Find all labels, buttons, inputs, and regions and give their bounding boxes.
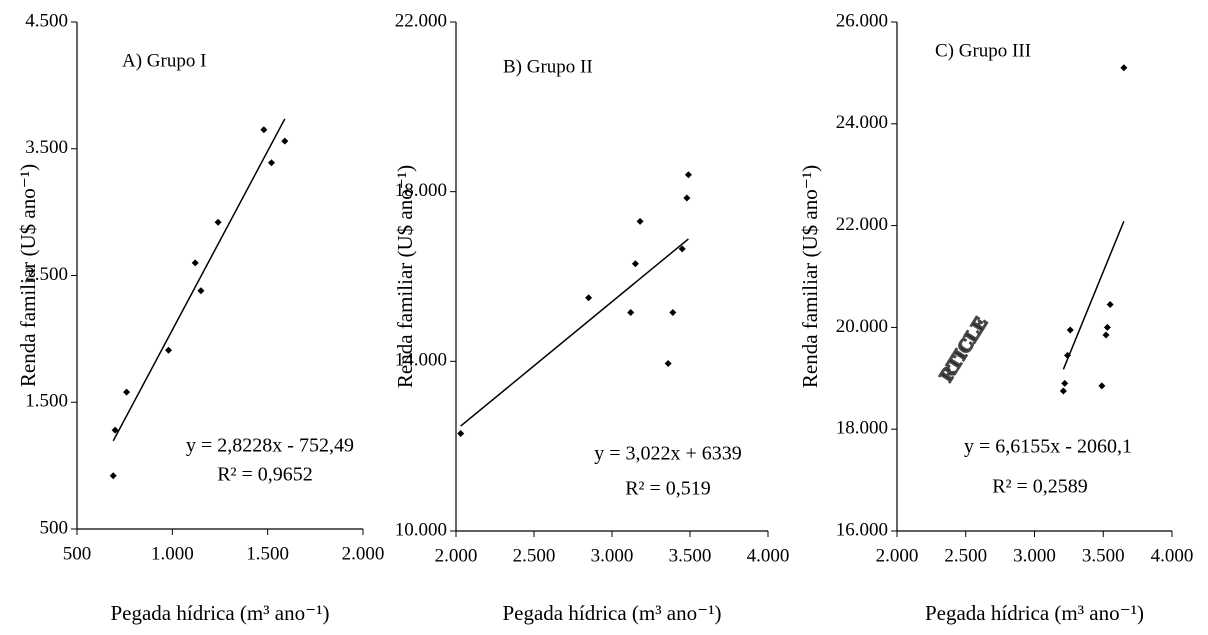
- x-tick-label: 3.500: [669, 545, 712, 566]
- x-axis-title: Pegada hídrica (m³ ano⁻¹): [502, 601, 721, 625]
- x-tick-label: 4.000: [747, 545, 790, 566]
- x-tick-label: 2.000: [876, 545, 919, 566]
- annotation: y = 3,022x + 6339: [594, 443, 742, 465]
- data-point: [636, 217, 644, 225]
- x-tick-label: 4.000: [1151, 545, 1194, 566]
- watermark: RTICLE: [936, 313, 992, 385]
- data-point: [1061, 379, 1069, 387]
- x-tick-label: 3.500: [1082, 545, 1125, 566]
- x-tick-label: 1.000: [151, 543, 194, 564]
- panel-title: C) Grupo III: [935, 40, 1031, 61]
- data-point: [683, 194, 691, 202]
- data-point: [631, 260, 639, 268]
- y-axis-title: Renda familiar (U$ ano⁻¹): [393, 165, 417, 388]
- annotation: R² = 0,519: [625, 478, 711, 500]
- data-point: [281, 137, 289, 145]
- y-tick-label: 24.000: [836, 112, 888, 133]
- data-point: [1106, 300, 1114, 308]
- y-tick-label: 2.500: [25, 264, 68, 285]
- y-tick-label: 3.500: [25, 137, 68, 158]
- data-point: [1103, 323, 1111, 331]
- x-tick-label: 2.500: [944, 545, 987, 566]
- y-tick-label: 22.000: [395, 10, 447, 31]
- trendline: [460, 238, 689, 427]
- x-tick-label: 3.000: [1013, 545, 1056, 566]
- y-tick-label: 18.000: [836, 418, 888, 439]
- data-point: [1066, 326, 1074, 334]
- data-point: [197, 287, 205, 295]
- data-point: [585, 294, 593, 302]
- y-axis-title: Renda familiar (U$ ano⁻¹): [16, 164, 40, 387]
- annotation: y = 2,8228x - 752,49: [186, 435, 354, 457]
- x-tick-label: 500: [63, 543, 92, 564]
- y-tick-label: 14.000: [395, 350, 447, 371]
- y-tick-label: 500: [40, 517, 69, 538]
- data-point: [111, 426, 119, 434]
- y-tick-label: 1.500: [25, 391, 68, 412]
- data-point: [1098, 382, 1106, 390]
- annotation: R² = 0,9652: [217, 464, 313, 486]
- y-tick-label: 20.000: [836, 316, 888, 337]
- data-point: [1064, 351, 1071, 359]
- data-point: [260, 126, 268, 134]
- y-tick-label: 26.000: [836, 10, 888, 31]
- panel-title: A) Grupo I: [122, 50, 206, 71]
- x-tick-label: 3.000: [591, 545, 634, 566]
- trendline: [112, 118, 286, 442]
- x-tick-label: 1.500: [246, 543, 289, 564]
- data-point: [191, 259, 199, 267]
- panel-title: B) Grupo II: [503, 56, 593, 77]
- x-axis-title: Pegada hídrica (m³ ano⁻¹): [925, 601, 1144, 625]
- data-point: [214, 218, 222, 226]
- y-tick-label: 10.000: [395, 519, 447, 540]
- y-tick-label: 16.000: [836, 519, 888, 540]
- data-point: [109, 472, 117, 480]
- data-point: [1120, 64, 1128, 72]
- trendline: [1062, 220, 1125, 370]
- y-tick-label: 4.500: [25, 10, 68, 31]
- data-point: [664, 359, 672, 367]
- y-tick-label: 18.000: [395, 180, 447, 201]
- data-point: [165, 346, 173, 354]
- y-axis-title: Renda familiar (U$ ano⁻¹): [798, 165, 822, 388]
- x-tick-label: 2.000: [435, 545, 478, 566]
- annotation: y = 6,6155x - 2060,1: [964, 436, 1132, 458]
- data-point: [627, 309, 635, 317]
- data-point: [123, 388, 131, 396]
- annotation: R² = 0,2589: [992, 476, 1088, 498]
- data-point: [678, 245, 686, 253]
- data-point: [267, 159, 275, 167]
- x-axis-title: Pegada hídrica (m³ ano⁻¹): [110, 601, 329, 625]
- data-point: [457, 429, 465, 437]
- data-point: [684, 171, 692, 179]
- data-point: [1102, 331, 1110, 339]
- x-tick-label: 2.500: [513, 545, 556, 566]
- data-point: [669, 309, 677, 317]
- y-tick-label: 22.000: [836, 214, 888, 235]
- data-point: [1059, 387, 1067, 395]
- x-tick-label: 2.000: [342, 543, 385, 564]
